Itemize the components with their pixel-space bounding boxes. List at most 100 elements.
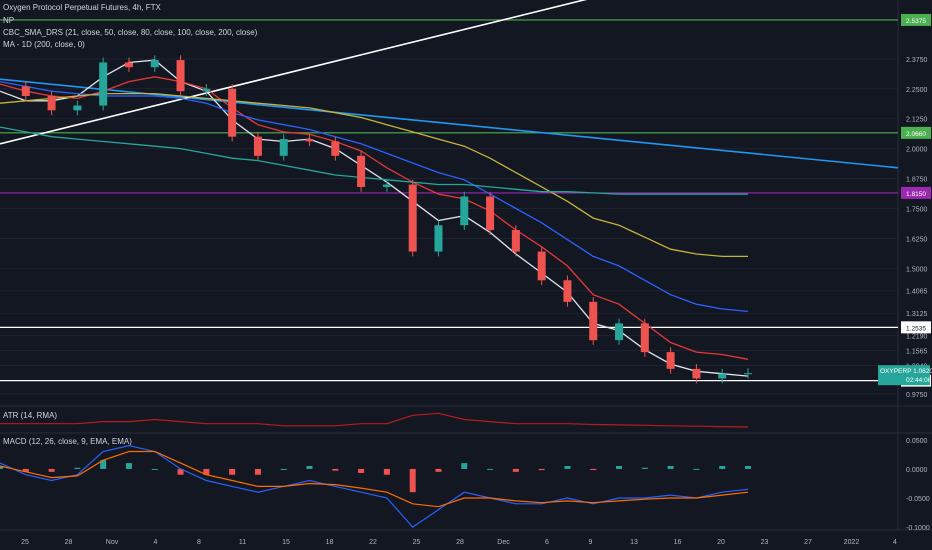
ma-line [0, 80, 749, 313]
macd-histogram-bar [512, 468, 519, 472]
candle-body [47, 95, 56, 111]
atr-legend[interactable]: ATR (14, RMA) [3, 411, 58, 420]
price-tick-label: 1.4065 [906, 289, 928, 296]
macd-tick-label: -0.0500 [906, 496, 930, 503]
time-tick-label: 25 [21, 539, 29, 546]
candle-body [228, 88, 237, 137]
candle-body [150, 60, 159, 68]
macd-histogram-bar [693, 468, 700, 470]
time-tick-label: 2022 [844, 539, 860, 546]
time-tick-label: 6 [545, 539, 549, 546]
candle-body [460, 196, 469, 226]
time-tick-label: 23 [761, 539, 769, 546]
legend-np[interactable]: NP [3, 16, 15, 25]
candle-body [253, 136, 262, 156]
candle-body [279, 139, 288, 156]
time-tick-label: 18 [326, 539, 334, 546]
macd-tick-label: -0.1000 [906, 525, 930, 532]
macd-histogram-bar [667, 466, 674, 469]
level-price-tag [901, 13, 931, 26]
ma-line [0, 92, 748, 258]
signal-line [0, 450, 749, 508]
macd-histogram-bar [461, 463, 468, 469]
macd-histogram-bar [100, 460, 107, 469]
ma-line [0, 76, 749, 360]
price-tick-label: 2.3750 [906, 57, 928, 64]
macd-histogram-bar [538, 468, 545, 471]
countdown-label: 02:44:06 [906, 377, 932, 384]
last-price-tag [878, 365, 930, 386]
macd-histogram-bar [74, 467, 81, 469]
candle-body [124, 62, 133, 68]
macd-line [0, 444, 749, 528]
macd-histogram-bar [358, 468, 365, 473]
macd-histogram-bar [177, 468, 184, 475]
macd-histogram-bar [383, 468, 390, 475]
macd-histogram-bar [254, 468, 261, 475]
time-tick-label: Nov [106, 539, 119, 546]
chart-title: Oxygen Protocol Perpetual Futures, 4h, F… [3, 3, 161, 12]
level-price-label: 1.8150 [906, 191, 926, 198]
level-price-tag [901, 186, 931, 199]
macd-histogram-bar [280, 468, 287, 470]
candle-body [73, 105, 82, 111]
candle-body [563, 280, 572, 302]
level-price-label: 1.2535 [906, 325, 926, 332]
time-tick-label: 20 [717, 539, 725, 546]
macd-histogram-bar [487, 468, 494, 470]
last-price-symbol: OXYPERP 1.0620 [880, 368, 932, 375]
candle-body [434, 225, 443, 252]
price-tick-label: 2.0000 [906, 147, 928, 154]
macd-histogram-bar [435, 468, 442, 472]
candle-body [486, 196, 495, 231]
candle-body [589, 301, 598, 341]
candle-body [537, 251, 546, 281]
ma-line [0, 126, 748, 195]
candle-body [718, 373, 727, 379]
candle-body [511, 230, 520, 252]
macd-tick-label: 0.0500 [906, 438, 928, 445]
candle-body [305, 139, 314, 142]
macd-histogram-bar [203, 468, 210, 475]
legend-ma1d[interactable]: MA - 1D (200, close, 0) [3, 40, 85, 49]
price-tick-label: 1.1565 [906, 349, 928, 356]
time-tick-label: 4 [154, 539, 158, 546]
candle-body [202, 88, 211, 92]
macd-legend[interactable]: MACD (12, 26, close, 9, EMA, EMA) [3, 437, 132, 446]
level-price-label: 2.5375 [906, 18, 926, 25]
time-tick-label: 25 [413, 539, 421, 546]
macd-histogram-bar [590, 468, 597, 471]
macd-histogram-bar [151, 468, 158, 470]
time-tick-label: Dec [497, 539, 510, 546]
macd-histogram-bar [409, 468, 416, 493]
candle-body [666, 352, 675, 369]
price-tick-label: 2.2500 [906, 87, 928, 94]
macd-histogram-bar [48, 468, 55, 472]
candle-body [331, 141, 340, 156]
atr-line [0, 412, 749, 428]
macd-histogram-bar [229, 468, 236, 475]
time-tick-label: 28 [65, 539, 73, 546]
candle-body [99, 62, 108, 106]
macd-histogram-bar [22, 468, 29, 472]
macd-histogram-bar [332, 468, 339, 471]
time-tick-label: 27 [804, 539, 812, 546]
price-tick-label: 1.5000 [906, 266, 928, 273]
price-tick-label: 1.7500 [906, 206, 928, 213]
macd-histogram-bar [616, 466, 623, 469]
time-tick-label: 9 [589, 539, 593, 546]
price-tick-label: 1.8750 [906, 177, 928, 184]
candle-body [408, 184, 417, 252]
price-tick-label: 2.1250 [906, 117, 928, 124]
level-price-tag [901, 126, 931, 139]
candle-body [640, 323, 649, 353]
legend-sma[interactable]: CBC_SMA_DRS (21, close, 50, close, 80, c… [3, 28, 258, 37]
time-tick-label: 8 [197, 539, 201, 546]
time-tick-label: 28 [456, 539, 464, 546]
macd-histogram-bar [0, 466, 3, 469]
price-tick-label: 1.2190 [906, 334, 928, 341]
price-tick-label: 1.6250 [906, 236, 928, 243]
candle-body [357, 155, 366, 187]
